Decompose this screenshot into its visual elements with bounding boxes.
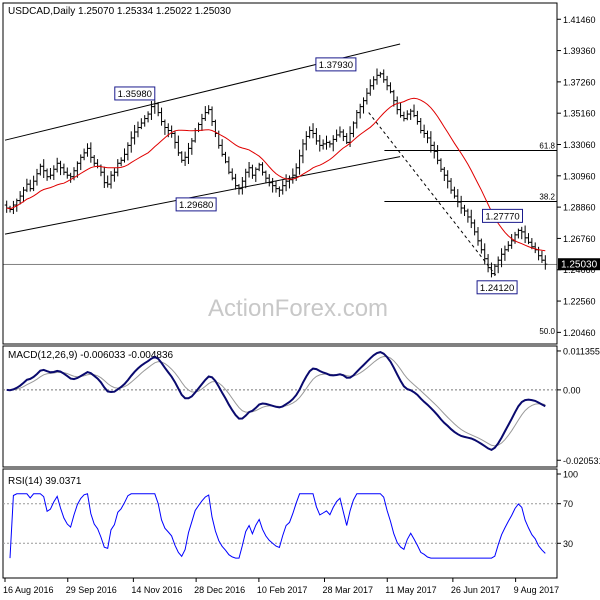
price-tick-label: 1.33060 <box>563 140 596 150</box>
price-label: 1.37930 <box>319 60 353 71</box>
rsi-axis: 100 70 30 <box>3 470 578 549</box>
price-tick-label: 1.30960 <box>563 171 596 181</box>
price-label-box <box>476 280 518 295</box>
current-price-label: 1.25030 <box>561 260 598 271</box>
trend-line-dashed <box>368 112 497 276</box>
time-tick-label: 28 Dec 2016 <box>194 585 245 595</box>
time-axis: 16 Aug 2016 29 Sep 2016 14 Nov 2016 28 Dec … <box>3 578 559 595</box>
rsi-tick-label: 100 <box>563 470 578 480</box>
price-tick-label: 1.35160 <box>563 109 596 119</box>
price-tick-label: 1.24660 <box>563 265 596 275</box>
current-price-box <box>558 258 600 271</box>
macd-line <box>6 351 546 452</box>
time-tick-label: 26 Jun 2017 <box>451 585 501 595</box>
macd-axis: 0.011355 0.00 -0.020531 <box>3 346 600 466</box>
price-panel-frame <box>2 2 558 345</box>
macd-tick-label: 0.00 <box>563 385 581 395</box>
rsi-line <box>9 493 546 559</box>
watermark: ActionForex.com <box>208 295 388 322</box>
fib-level-label: 61.8 <box>539 141 555 150</box>
price-bars <box>4 68 548 278</box>
price-label-box <box>175 197 217 212</box>
price-tick-label: 1.39360 <box>563 46 596 56</box>
time-tick-label: 9 Aug 2017 <box>514 585 560 595</box>
macd-panel-frame <box>2 345 558 468</box>
macd-title: MACD(12,26,9) -0.006033 -0.004836 <box>8 350 174 361</box>
time-tick-label: 11 May 2017 <box>385 585 436 595</box>
price-tick-label: 1.26760 <box>563 234 596 244</box>
price-label-box <box>482 208 524 223</box>
price-label: 1.27770 <box>485 211 519 222</box>
moving-average-line <box>6 97 546 252</box>
current-price-tag: 1.25030 <box>3 258 600 271</box>
price-axis: 1.41460 1.39360 1.37260 1.35160 1.33060 1.309… <box>557 15 596 338</box>
price-tick-label: 1.37260 <box>563 77 596 87</box>
rsi-tick-label: 70 <box>563 499 573 509</box>
time-tick-label: 10 Feb 2017 <box>257 585 308 595</box>
chart-header: USDCAD,Daily 1.25070 1.25334 1.25022 1.2… <box>8 6 231 17</box>
price-label-box <box>114 86 156 101</box>
fibonacci-levels: 61.8 38.2 50.0 <box>384 141 557 336</box>
rsi-line <box>9 493 546 559</box>
rsi-title: RSI(14) 39.0371 <box>8 476 82 487</box>
fib-level-label: 50.0 <box>539 327 555 336</box>
macd-tick-label: -0.020531 <box>563 456 600 466</box>
time-tick-label: 28 Mar 2017 <box>322 585 373 595</box>
price-tick-label: 1.20460 <box>563 328 596 338</box>
macd-tick-label: 0.011355 <box>563 346 600 356</box>
price-tick-label: 1.28860 <box>563 203 596 213</box>
price-labels: 1.35980 1.29680 1.37930 1.27770 1.24120 <box>114 57 524 295</box>
rsi-panel-frame <box>2 468 558 579</box>
price-label: 1.24120 <box>480 283 514 294</box>
price-label: 1.35980 <box>118 89 152 100</box>
price-label-box <box>315 57 357 72</box>
price-tick-label: 1.22560 <box>563 297 596 307</box>
macd-lines <box>6 351 546 452</box>
time-tick-label: 16 Aug 2016 <box>3 585 54 595</box>
time-tick-label: 14 Nov 2016 <box>131 585 182 595</box>
price-label: 1.29680 <box>179 200 213 211</box>
moving-average <box>6 97 546 252</box>
time-tick-label: 29 Sep 2016 <box>66 585 117 595</box>
price-tick-label: 1.41460 <box>563 15 596 25</box>
fib-level-label: 38.2 <box>539 192 555 201</box>
channel-lower-line <box>4 156 401 235</box>
rsi-tick-label: 30 <box>563 539 573 549</box>
